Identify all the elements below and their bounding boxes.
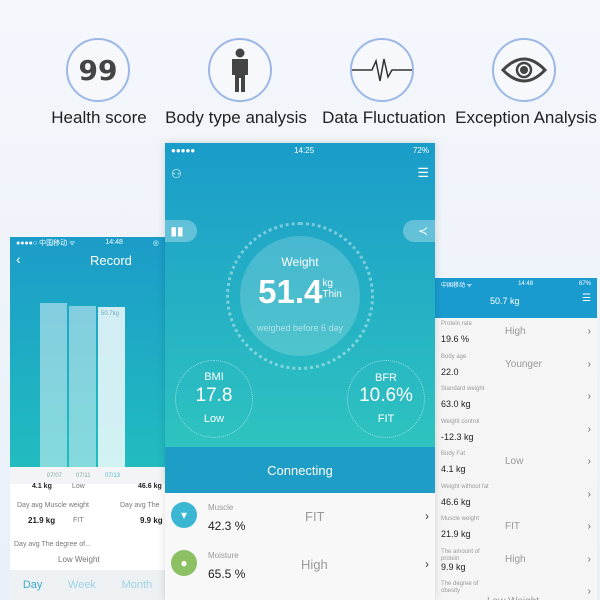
chevron-right-icon: › — [587, 488, 591, 500]
menu-icon[interactable]: ☰ — [417, 165, 429, 180]
home-phone: ●●●●● 14:25 72% ⚇ ☰ ▮▮ ≺ Weight 51.4kg Thin… — [165, 143, 435, 600]
status-bar: ●●●●○ 中国移动 ᯤ 14:48 ◎ — [16, 239, 159, 247]
person-icon — [208, 38, 272, 102]
record-phone: ●●●●○ 中国移动 ᯤ 14:48 ◎ ‹ Record 50.7kg 07/07… — [10, 237, 165, 600]
tab-week[interactable]: Week — [68, 579, 96, 591]
menu-icon[interactable]: ☰ — [582, 293, 591, 304]
list-item[interactable]: Weight without fat 46.6 kg › — [441, 483, 591, 507]
page-title: Record — [90, 253, 132, 268]
status-bar: ●●●●● 14:25 72% — [171, 145, 429, 155]
feature-label: Health score — [51, 108, 147, 127]
chevron-right-icon: › — [587, 423, 591, 435]
page-title: 50.7 kg — [490, 296, 520, 306]
tab-day[interactable]: Day — [22, 579, 43, 591]
list-item[interactable]: Muscle weight 21.9 kg FIT › — [441, 516, 591, 539]
chart-button[interactable]: ▮▮ — [165, 220, 197, 242]
pulse-icon — [350, 38, 414, 102]
chevron-right-icon: › — [587, 553, 591, 565]
weight-value: 51.4 — [258, 273, 323, 310]
chart-bar[interactable] — [40, 303, 67, 467]
status-bar: 中国移动 ᯤ 14:48 67% — [441, 281, 591, 289]
list-item[interactable]: The degree of obesityLow Weight› — [441, 581, 591, 600]
muscle-icon: ▾ — [171, 502, 197, 528]
list-item[interactable]: ▾ Muscle 42.3 % FIT › — [165, 493, 435, 543]
weight-dial — [226, 222, 374, 370]
chevron-right-icon: › — [587, 358, 591, 370]
share-button[interactable]: ≺ — [403, 220, 435, 242]
chevron-right-icon: › — [587, 326, 591, 337]
eye-icon — [492, 38, 556, 102]
chart-bar[interactable] — [69, 306, 96, 467]
chevron-right-icon: › — [587, 521, 591, 532]
list-item[interactable]: ● Moisture 65.5 % High › — [165, 541, 435, 591]
share-icon: ≺ — [417, 224, 429, 238]
back-button[interactable]: ‹ — [16, 251, 21, 267]
feature-label: Data Fluctuation — [322, 108, 446, 127]
chevron-right-icon: › — [587, 391, 591, 402]
chevron-right-icon: › — [587, 456, 591, 467]
chevron-right-icon: › — [425, 509, 429, 523]
list-item[interactable]: Standard weight 63.0 kg › — [441, 386, 591, 409]
feature-label: Exception Analysis — [455, 108, 597, 127]
list-item[interactable]: Body Fat 4.1 kg Low › — [441, 451, 591, 474]
bar-chart-icon: ▮▮ — [170, 224, 184, 238]
user-icon[interactable]: ⚇ — [171, 167, 182, 181]
chevron-right-icon: › — [587, 586, 591, 597]
period-tabs: Day Week Month — [10, 570, 165, 600]
feature-label: Body type analysis — [165, 108, 307, 127]
chevron-right-icon: › — [425, 557, 429, 571]
list-item[interactable]: Protein rate 19.6 % High › — [441, 321, 591, 344]
health-score-icon: 99 — [66, 38, 130, 102]
detail-phone: 中国移动 ᯤ 14:48 67% 50.7 kg ☰ Protein rate 19.… — [435, 278, 597, 600]
droplet-icon: ● — [171, 550, 197, 576]
list-item[interactable]: Weight control -12.3 kg › — [441, 418, 591, 442]
connecting-bar[interactable]: Connecting — [165, 447, 435, 493]
chart-bar[interactable]: 50.7kg — [98, 307, 125, 467]
bfr-dial — [347, 360, 425, 438]
bmi-dial — [175, 360, 253, 438]
date-strip: 07/07 07/11 07/13 — [10, 467, 165, 484]
list-item[interactable]: The amount of protein 9.9 kg High › — [441, 548, 591, 572]
list-item[interactable]: Body age 22.0 Younger › — [441, 353, 591, 377]
tab-month[interactable]: Month — [121, 579, 153, 591]
